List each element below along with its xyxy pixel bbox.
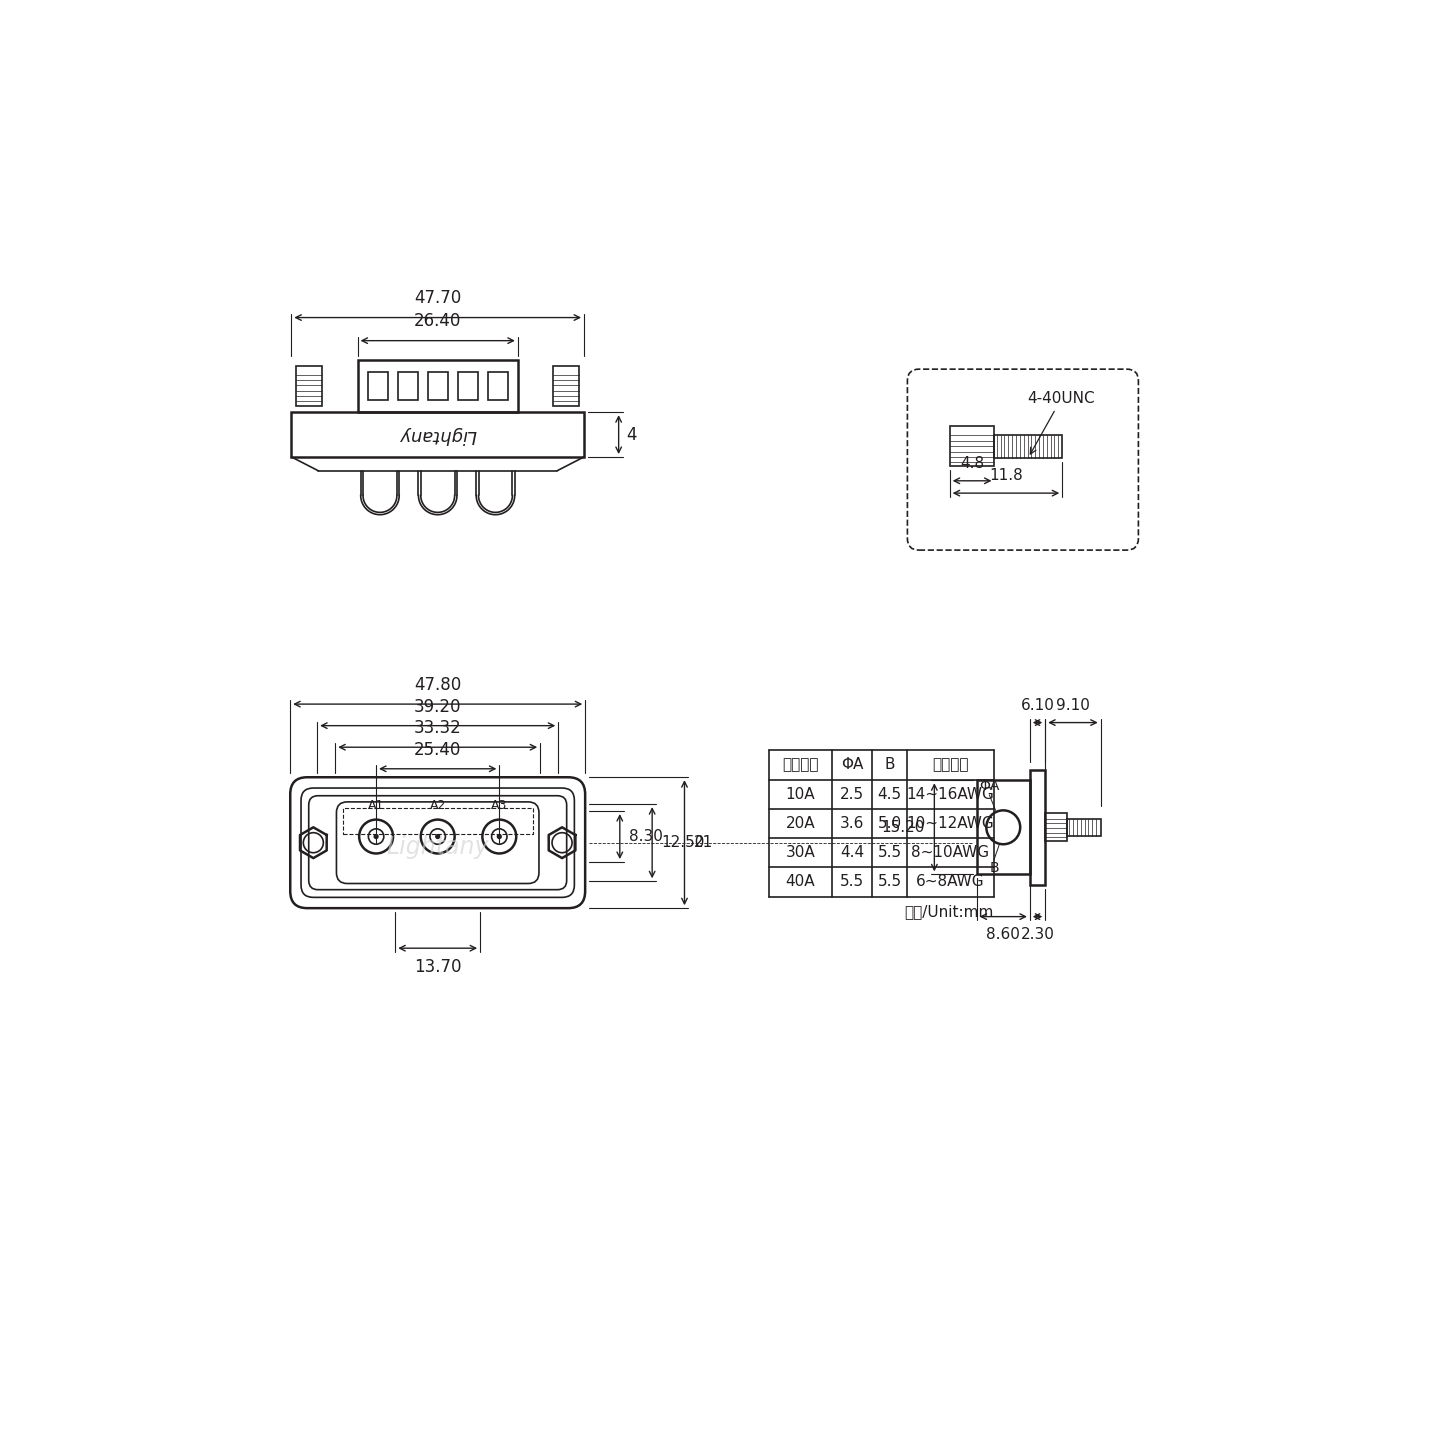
Text: 9.10: 9.10 (1056, 697, 1090, 713)
Text: 4.5: 4.5 (877, 786, 901, 802)
Text: 单位/Unit:mm: 单位/Unit:mm (904, 904, 994, 919)
Text: 额定电流: 额定电流 (782, 757, 818, 772)
Text: 6~8AWG: 6~8AWG (916, 874, 985, 890)
Text: 20A: 20A (786, 816, 815, 831)
Text: 10~12AWG: 10~12AWG (907, 816, 995, 831)
Text: 5.0: 5.0 (877, 816, 901, 831)
Text: 26.40: 26.40 (415, 312, 461, 330)
Text: 8.30: 8.30 (629, 829, 662, 844)
Text: 21: 21 (694, 835, 713, 850)
Text: 5.5: 5.5 (840, 874, 864, 890)
Text: 4.4: 4.4 (840, 845, 864, 860)
Text: 4.8: 4.8 (960, 456, 984, 471)
Text: 39.20: 39.20 (413, 697, 461, 716)
Text: ΦA: ΦA (979, 779, 999, 793)
Text: A3: A3 (491, 799, 507, 812)
Text: 8.60: 8.60 (986, 926, 1020, 942)
Text: 4: 4 (626, 426, 636, 444)
Text: 14~16AWG: 14~16AWG (907, 786, 995, 802)
Text: 3.6: 3.6 (840, 816, 864, 831)
Text: 33.32: 33.32 (413, 719, 462, 737)
Text: 8~10AWG: 8~10AWG (912, 845, 989, 860)
Text: 6.10: 6.10 (1021, 697, 1054, 713)
Text: 2.30: 2.30 (1021, 926, 1054, 942)
Circle shape (374, 835, 379, 838)
Text: 2.5: 2.5 (840, 786, 864, 802)
Circle shape (436, 835, 439, 838)
Text: 25.40: 25.40 (415, 740, 461, 759)
Text: B: B (989, 861, 999, 876)
Text: 10A: 10A (786, 786, 815, 802)
Text: Lightany: Lightany (399, 426, 477, 444)
Text: Lightany: Lightany (386, 835, 490, 858)
Text: 15.20: 15.20 (881, 819, 924, 835)
Text: 47.70: 47.70 (415, 289, 461, 307)
Circle shape (497, 835, 501, 838)
Text: 30A: 30A (785, 845, 815, 860)
Text: B: B (884, 757, 894, 772)
Text: 47.80: 47.80 (415, 677, 461, 694)
Text: 5.5: 5.5 (877, 845, 901, 860)
Text: 5.5: 5.5 (877, 874, 901, 890)
Text: A2: A2 (429, 799, 446, 812)
Text: 线材规格: 线材规格 (932, 757, 969, 772)
Text: 11.8: 11.8 (989, 468, 1022, 482)
Text: 4-40UNC: 4-40UNC (1028, 392, 1096, 454)
Text: 12.50: 12.50 (661, 835, 704, 850)
Text: A1: A1 (367, 799, 384, 812)
Text: 13.70: 13.70 (413, 958, 461, 976)
Text: ΦA: ΦA (841, 757, 863, 772)
Text: 40A: 40A (786, 874, 815, 890)
